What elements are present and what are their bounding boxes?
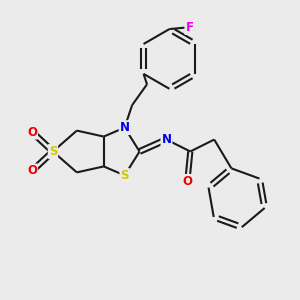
Text: S: S: [49, 145, 57, 158]
Text: O: O: [182, 175, 192, 188]
Text: N: N: [161, 133, 171, 146]
Text: S: S: [120, 169, 129, 182]
Text: O: O: [27, 164, 37, 177]
Text: O: O: [27, 126, 37, 139]
Text: F: F: [185, 21, 194, 34]
Text: N: N: [120, 121, 130, 134]
